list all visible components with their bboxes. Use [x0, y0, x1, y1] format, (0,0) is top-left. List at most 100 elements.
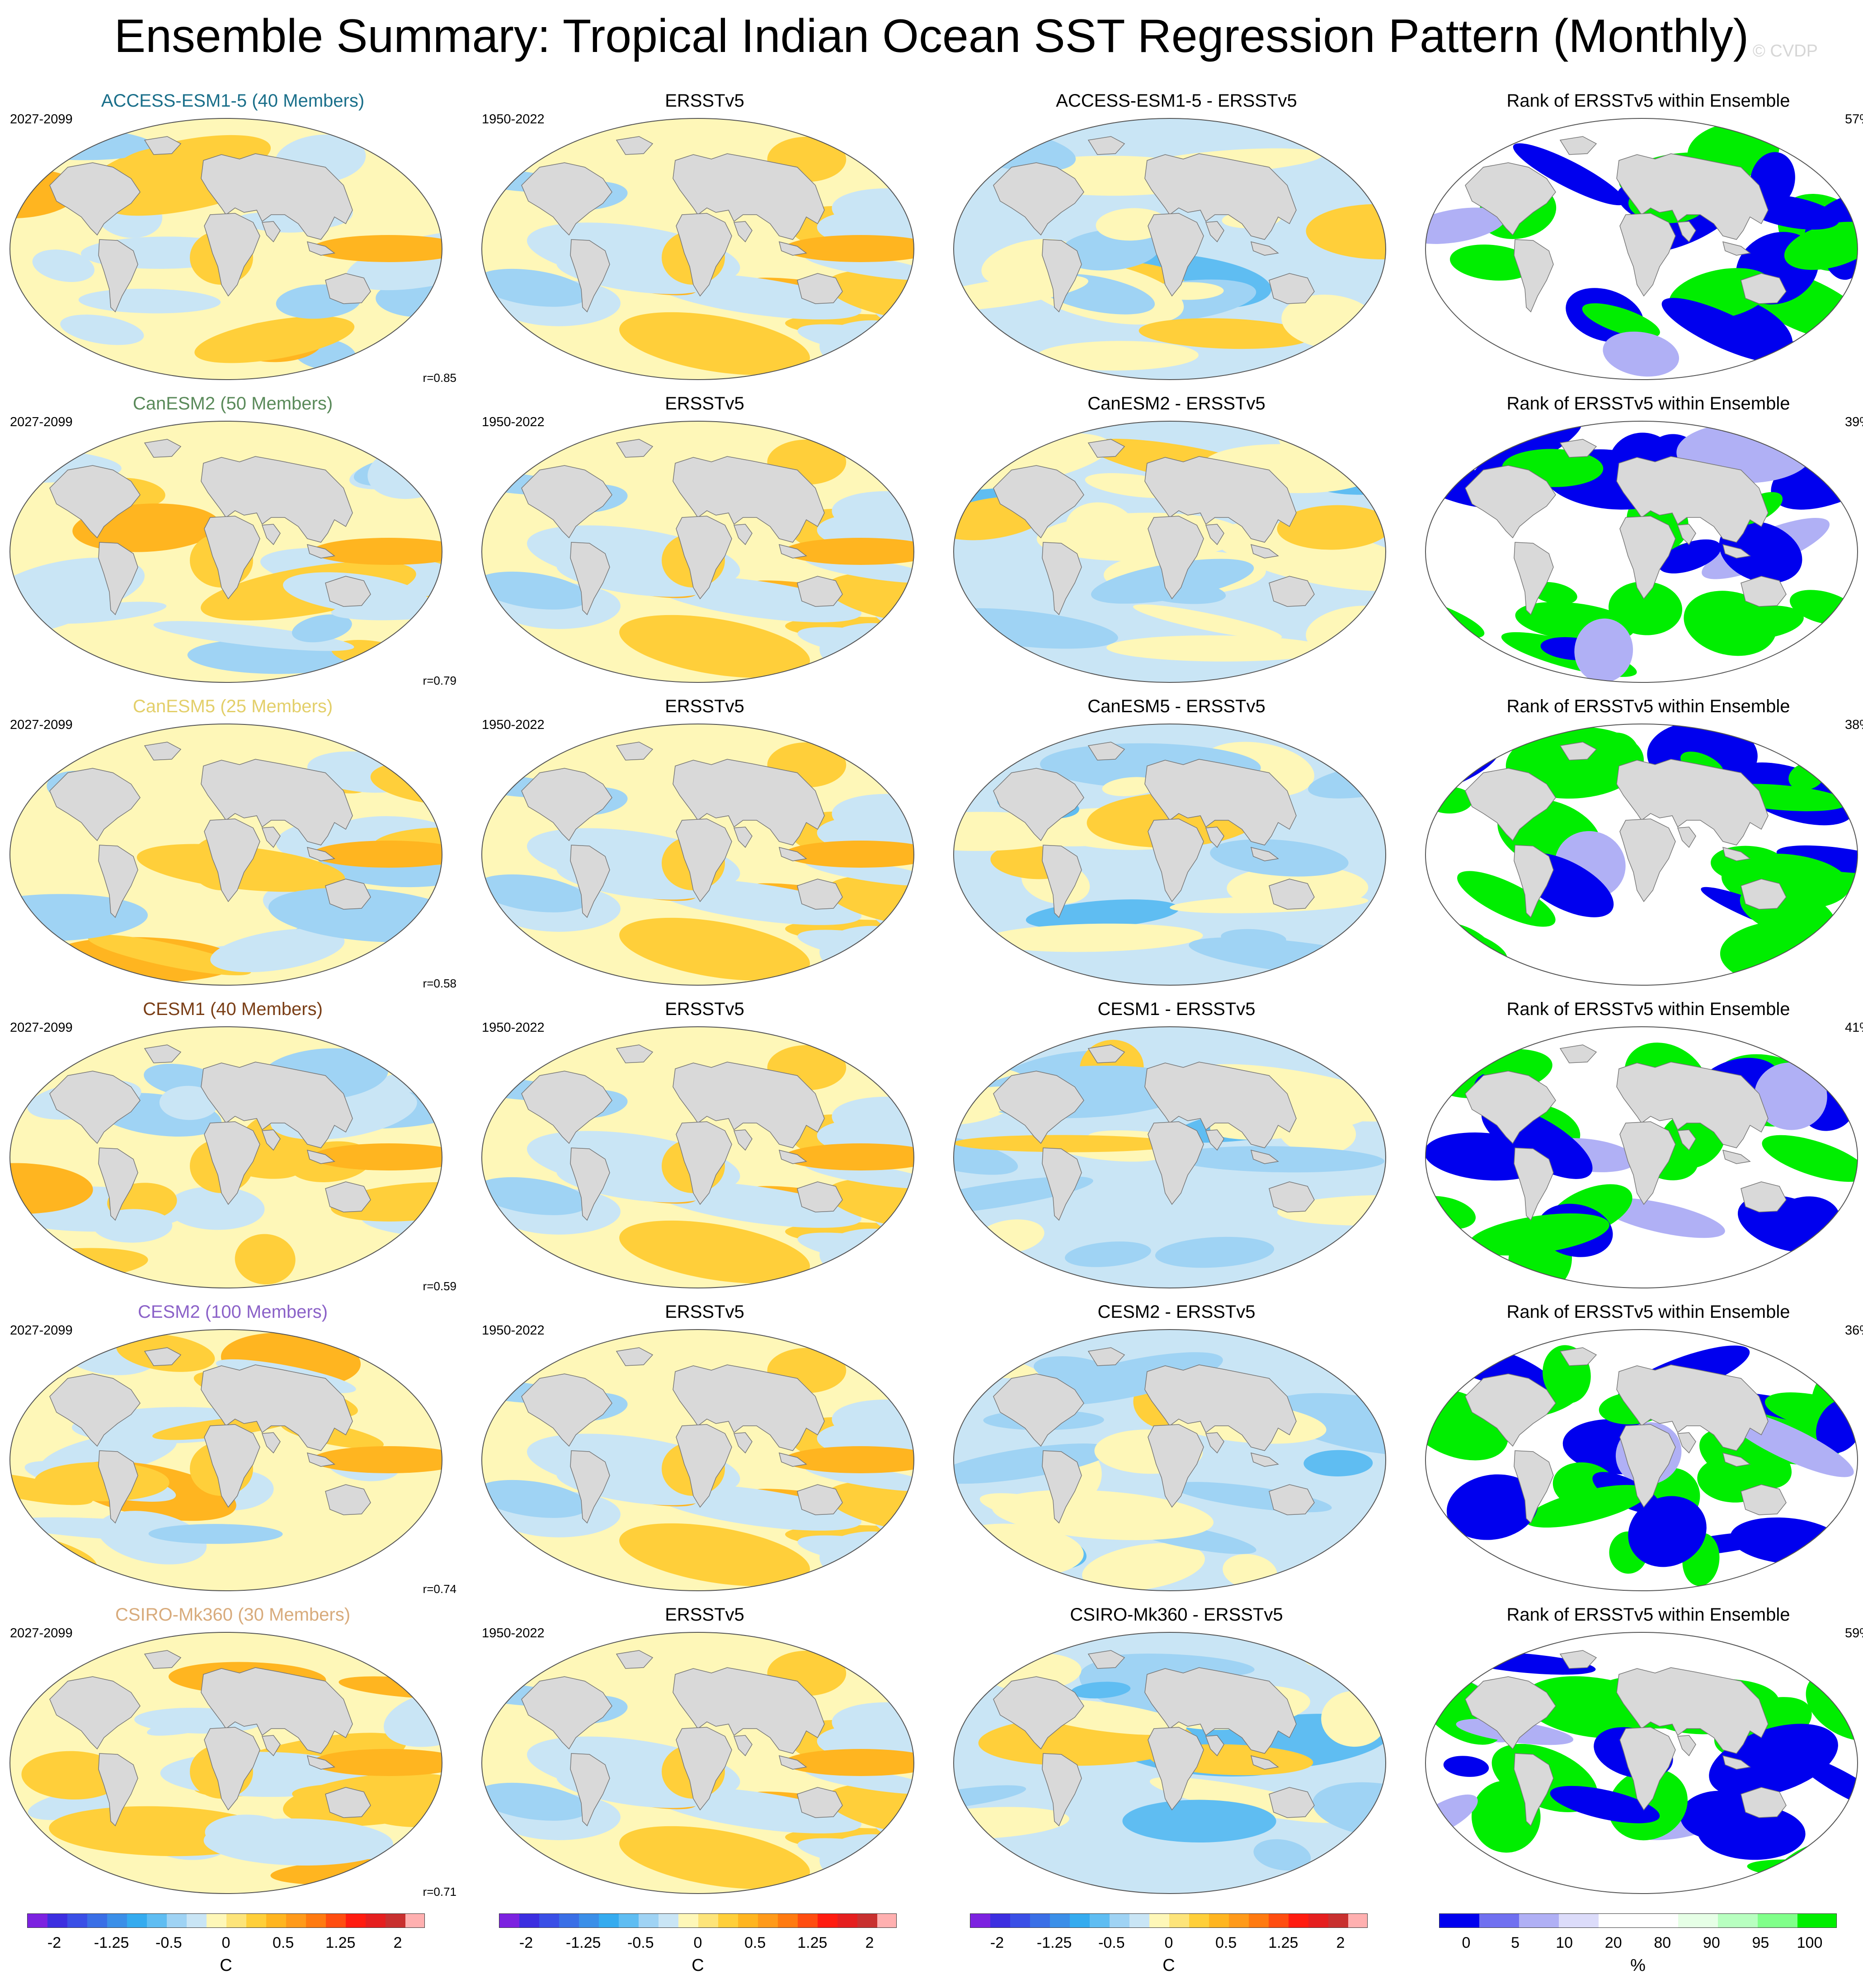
obs-title: ERSSTv5	[665, 1302, 744, 1322]
colorbar-swatch	[1070, 1914, 1090, 1927]
colorbar-tick-label: 100	[1797, 1934, 1823, 1951]
pattern-correlation: r=0.85	[423, 371, 456, 385]
pattern-correlation: r=0.58	[423, 977, 456, 990]
obs-title: ERSSTv5	[665, 696, 744, 716]
rank-panel: Rank of ERSSTv5 within Ensemble 59%	[1416, 1604, 1863, 1907]
world-map	[9, 1026, 442, 1288]
colorbar-tick-label: -2	[519, 1934, 533, 1951]
obs-panel: ERSSTv5 1950-2022	[472, 696, 937, 999]
colorbar-swatch	[1559, 1914, 1599, 1927]
colorbar-swatch	[877, 1914, 896, 1927]
colorbar-swatch	[47, 1914, 68, 1927]
colorbar-swatch	[990, 1914, 1011, 1927]
colorbar-swatch	[499, 1914, 520, 1927]
colorbar-tick-label: 90	[1703, 1934, 1720, 1951]
colorbar-swatch	[659, 1914, 679, 1927]
colorbar-swatch	[619, 1914, 639, 1927]
diff-panel: ACCESS-ESM1-5 - ERSSTv5	[944, 90, 1409, 393]
colorbar-tick-label: 0.5	[1215, 1934, 1237, 1951]
sst-colorbar: -2 -1.25 -0.5 0 0.5 1.25 2 C	[970, 1910, 1368, 1987]
diff-panel: CSIRO-Mk360 - ERSSTv5	[944, 1604, 1409, 1907]
colorbar-swatch	[1030, 1914, 1050, 1927]
rank-panel: Rank of ERSSTv5 within Ensemble 36%	[1416, 1302, 1863, 1604]
colorbar-tick-label: 0	[1462, 1934, 1471, 1951]
colorbar-tick-label: -1.25	[94, 1934, 129, 1951]
diff-title: CSIRO-Mk360 - ERSSTv5	[1070, 1605, 1283, 1625]
world-map	[1425, 1329, 1858, 1591]
period-label: 2027-2099	[10, 718, 73, 732]
rank-title: Rank of ERSSTv5 within Ensemble	[1506, 1302, 1790, 1322]
pattern-correlation: r=0.79	[423, 674, 456, 687]
model-title: ACCESS-ESM1-5 (40 Members)	[101, 91, 365, 111]
period-label: 2027-2099	[10, 415, 73, 429]
colorbar-swatch	[1758, 1914, 1798, 1927]
colorbar-tick-label: -1.25	[565, 1934, 601, 1951]
world-map	[9, 1632, 442, 1894]
colorbar-tick-label: 0	[693, 1934, 702, 1951]
colorbar-swatch	[1519, 1914, 1559, 1927]
colorbar-swatch	[818, 1914, 838, 1927]
colorbar-unit: %	[1630, 1956, 1646, 1975]
period-label: 2027-2099	[10, 1020, 73, 1035]
colorbar-swatches	[499, 1913, 897, 1928]
colorbar-swatch	[1440, 1914, 1480, 1927]
colorbar-swatch	[1269, 1914, 1289, 1927]
period-label: 2027-2099	[10, 112, 73, 127]
colorbar-swatch	[1289, 1914, 1309, 1927]
pattern-correlation: r=0.59	[423, 1279, 456, 1293]
model-title: CanESM2 (50 Members)	[132, 394, 333, 414]
colorbar-tick-label: 2	[865, 1934, 874, 1951]
colorbar-tick-label: 1.25	[325, 1934, 356, 1951]
colorbar-swatch	[1209, 1914, 1229, 1927]
world-map	[9, 421, 442, 683]
colorbar-tick-label: -0.5	[155, 1934, 182, 1951]
diff-panel: CESM2 - ERSSTv5	[944, 1302, 1409, 1604]
colorbar-swatch	[127, 1914, 147, 1927]
colorbar-swatch	[405, 1914, 424, 1927]
colorbar-swatch	[1348, 1914, 1367, 1927]
colorbar-swatch	[857, 1914, 878, 1927]
model-panel: ACCESS-ESM1-5 (40 Members) 2027-2099 r=0.8…	[0, 90, 466, 393]
colorbar-tick-label: 0	[1164, 1934, 1173, 1951]
world-map	[481, 724, 914, 986]
colorbar-swatch	[1110, 1914, 1130, 1927]
period-label: 1950-2022	[482, 1020, 545, 1035]
colorbar-tick-label: 2	[393, 1934, 402, 1951]
credit-label: © CVDP	[1752, 42, 1818, 61]
world-map	[481, 1632, 914, 1894]
colorbar-unit: C	[692, 1956, 704, 1975]
rank-percent: 36%	[1844, 1323, 1863, 1338]
colorbar-swatch	[738, 1914, 758, 1927]
world-map	[9, 1329, 442, 1591]
period-label: 1950-2022	[482, 415, 545, 429]
colorbar-tick-label: -2	[990, 1934, 1004, 1951]
colorbar-swatch	[1328, 1914, 1349, 1927]
rank-panel: Rank of ERSSTv5 within Ensemble 38%	[1416, 696, 1863, 999]
colorbar-swatch	[187, 1914, 207, 1927]
colorbar-swatch	[286, 1914, 306, 1927]
diff-title: CanESM5 - ERSSTv5	[1087, 696, 1266, 716]
colorbar-swatch	[107, 1914, 127, 1927]
colorbar-swatch	[1090, 1914, 1110, 1927]
world-map	[953, 1329, 1386, 1591]
world-map	[9, 724, 442, 986]
diff-title: CESM1 - ERSSTv5	[1097, 999, 1256, 1019]
colorbar-swatch	[226, 1914, 247, 1927]
world-map	[1425, 1632, 1858, 1894]
sst-colorbar: -2 -1.25 -0.5 0 0.5 1.25 2 C	[27, 1910, 425, 1987]
obs-panel: ERSSTv5 1950-2022	[472, 393, 937, 696]
colorbar-swatch	[718, 1914, 739, 1927]
diff-title: CESM2 - ERSSTv5	[1097, 1302, 1256, 1322]
colorbar-tick-label: 10	[1556, 1934, 1573, 1951]
colorbar-swatch	[698, 1914, 719, 1927]
colorbar-swatch	[87, 1914, 108, 1927]
rank-panel: Rank of ERSSTv5 within Ensemble 57%	[1416, 90, 1863, 393]
colorbar-swatch	[798, 1914, 818, 1927]
colorbar-tick-label: 1.25	[797, 1934, 828, 1951]
sst-colorbar: -2 -1.25 -0.5 0 0.5 1.25 2 C	[499, 1910, 897, 1987]
world-map	[481, 1026, 914, 1288]
colorbar-swatch	[778, 1914, 798, 1927]
period-label: 2027-2099	[10, 1323, 73, 1338]
model-panel: CESM2 (100 Members) 2027-2099 r=0.74	[0, 1302, 466, 1604]
colorbar-tick-label: 0	[221, 1934, 231, 1951]
